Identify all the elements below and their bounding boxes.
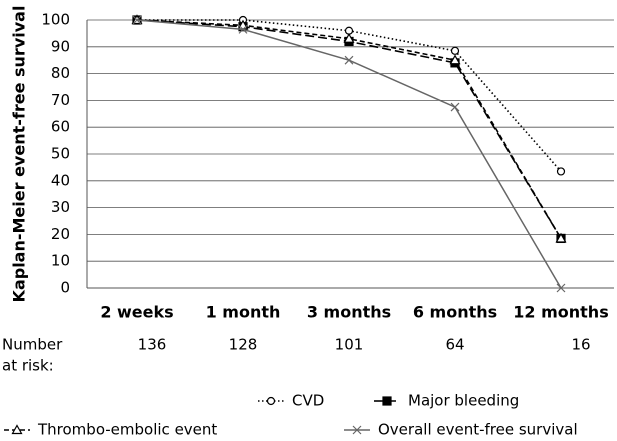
legend-marker [382, 396, 392, 406]
data-point [344, 55, 354, 65]
y-tick-label: 60 [51, 118, 70, 136]
risk-value: 128 [229, 336, 258, 354]
risk-value: 16 [571, 336, 590, 354]
x-tick-label: 6 months [413, 303, 497, 322]
legend-marker [266, 396, 276, 406]
data-point [343, 33, 355, 43]
data-point [238, 24, 248, 34]
y-tick-label: 0 [60, 279, 70, 297]
x-tick-label: 1 month [206, 303, 281, 322]
data-point [555, 232, 567, 243]
legend-label: Thrombo-embolic event [37, 421, 217, 439]
y-tick-label: 100 [41, 11, 70, 29]
y-axis-label: Kaplan-Meier event-free survival [10, 6, 29, 303]
data-point [556, 167, 566, 176]
risk-value: 136 [138, 336, 167, 354]
data-point [450, 102, 460, 112]
x-tick-label: 3 months [307, 303, 391, 322]
legend-marker [11, 424, 23, 435]
risk-label: at risk: [2, 357, 54, 375]
y-tick-label: 50 [51, 145, 70, 163]
data-point [556, 283, 566, 293]
legend-marker [352, 425, 362, 435]
legend-label: Major bleeding [408, 392, 519, 410]
y-tick-label: 30 [51, 198, 70, 216]
risk-label: Number [2, 336, 63, 354]
y-tick-label: 80 [51, 64, 70, 82]
series-line [136, 19, 562, 239]
data-point [132, 15, 142, 25]
x-tick-label: 12 months [513, 303, 608, 322]
data-point [450, 46, 460, 55]
y-tick-label: 70 [51, 91, 70, 109]
risk-value: 64 [445, 336, 464, 354]
x-tick-label: 2 weeks [100, 303, 173, 322]
y-tick-label: 20 [51, 225, 70, 243]
series-line [136, 19, 562, 239]
y-tick-label: 90 [51, 37, 70, 55]
risk-value: 101 [335, 336, 364, 354]
legend-label: Overall event-free survival [378, 421, 578, 439]
y-tick-label: 40 [51, 171, 70, 189]
data-point [449, 54, 461, 65]
y-tick-label: 10 [51, 252, 70, 270]
legend-label: CVD [292, 392, 324, 410]
